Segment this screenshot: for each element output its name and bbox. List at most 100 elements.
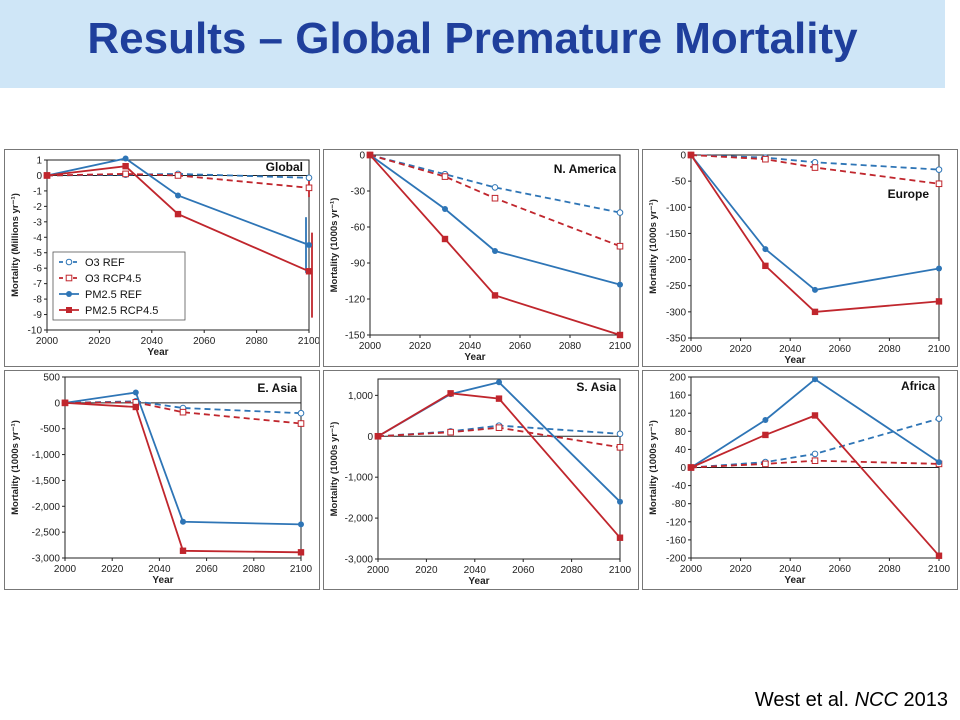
data-point-o3-ref — [491, 184, 499, 191]
chart-title: Europe — [888, 187, 930, 201]
chart-panel-global: 1 0 -1 -2 -3 -4 -5 -6 -7 -8 -9 -10 2000 2020 2040 2060 2… — [4, 149, 320, 367]
x-tick-label: 2080 — [878, 344, 901, 355]
data-point-pm2-5-rcp4-5 — [61, 399, 69, 407]
data-point-o3-rcp4-5 — [616, 444, 624, 451]
y-tick-label: 0 — [54, 398, 60, 409]
chart-panel-n-america: 0 -30 -60 -90 -120 -150 2000 2020 2040 2060 2080 21… — [323, 149, 639, 367]
chart-title: Global — [266, 160, 303, 174]
data-point-o3-rcp4-5 — [447, 428, 454, 436]
data-point-pm2-5-ref — [936, 459, 942, 466]
data-point-pm2-5-ref — [442, 206, 448, 212]
x-tick-label: 2000 — [36, 336, 59, 347]
legend-label: PM2.5 REF — [85, 289, 142, 301]
y-tick-label: -80 — [672, 499, 687, 510]
data-point-pm2-5-rcp4-5 — [616, 534, 624, 541]
y-tick-label: 0 — [36, 171, 42, 182]
title-bar — [0, 0, 945, 88]
x-tick-label: 2080 — [243, 564, 266, 575]
chart-title: Africa — [901, 379, 935, 393]
citation-author: West et al. — [754, 689, 850, 711]
data-point-pm2-5-rcp4-5 — [297, 549, 305, 556]
legend-marker — [65, 258, 73, 266]
x-tick-label: 2060 — [195, 564, 218, 575]
x-tick-label: 2000 — [680, 564, 703, 575]
y-tick-label: -500 — [40, 424, 60, 435]
series-line-pm2-5-rcp4-5 — [377, 392, 621, 539]
series-line-pm2-5-ref — [690, 378, 940, 469]
data-point-o3-rcp4-5 — [179, 408, 187, 416]
series-line-pm2-5-rcp4-5 — [690, 414, 940, 557]
y-tick-label: -10 — [28, 326, 43, 337]
data-point-pm2-5-rcp4-5 — [687, 151, 695, 159]
y-tick-label: -5 — [33, 248, 42, 259]
x-tick-label: 2080 — [245, 336, 268, 347]
plot-frame — [64, 376, 302, 559]
data-point-pm2-5-rcp4-5 — [441, 235, 449, 243]
x-tick-label: 2080 — [878, 564, 901, 575]
data-point-pm2-5-rcp4-5 — [811, 412, 819, 419]
data-point-pm2-5-ref — [492, 248, 498, 254]
citation-year: 2013 — [903, 689, 949, 711]
data-point-pm2-5-rcp4-5 — [43, 172, 51, 179]
x-tick-label: 2100 — [298, 336, 319, 347]
x-axis-label: Year — [152, 575, 173, 586]
data-point-o3-ref — [935, 415, 943, 422]
y-tick-label: -7 — [33, 279, 42, 290]
data-point-pm2-5-ref — [812, 286, 818, 293]
y-tick-label: -200 — [666, 554, 686, 565]
data-point-o3-rcp4-5 — [297, 420, 305, 427]
x-tick-label: 2080 — [560, 565, 583, 576]
y-tick-label: -120 — [666, 517, 686, 528]
y-tick-label: -30 — [351, 187, 366, 198]
x-tick-label: 2040 — [464, 565, 487, 576]
series-line-pm2-5-rcp4-5 — [369, 154, 621, 336]
y-tick-label: 1 — [36, 156, 42, 167]
data-point-pm2-5-ref — [298, 521, 304, 528]
y-tick-label: 200 — [669, 373, 686, 384]
data-point-o3-rcp4-5 — [935, 180, 943, 188]
y-tick-label: -3,000 — [32, 554, 61, 565]
x-tick-label: 2100 — [609, 341, 632, 352]
legend-box — [52, 251, 186, 321]
chart-panel-africa: 200 160 120 80 40 0 -40 -80 -120 -160 -200 2000 2020… — [642, 370, 958, 590]
y-tick-label: -1 — [33, 186, 42, 197]
y-axis-label: Mortality (1000s yr⁻¹) — [648, 420, 659, 515]
legend-label: PM2.5 RCP4.5 — [85, 305, 158, 317]
y-tick-label: -160 — [666, 535, 686, 546]
x-tick-label: 2060 — [509, 341, 532, 352]
series-line-pm2-5-ref — [369, 154, 621, 286]
x-tick-label: 2020 — [415, 565, 438, 576]
data-point-pm2-5-ref — [762, 416, 769, 423]
data-point-o3-rcp4-5 — [762, 155, 769, 163]
x-axis-label: Year — [147, 347, 168, 358]
x-tick-label: 2000 — [367, 565, 390, 576]
data-point-o3-ref — [616, 209, 624, 216]
y-tick-label: -2 — [33, 202, 42, 213]
series-line-o3-ref — [369, 154, 621, 214]
data-point-o3-rcp4-5 — [174, 172, 182, 179]
x-tick-label: 2100 — [290, 564, 313, 575]
data-point-o3-rcp4-5 — [811, 164, 819, 171]
chart-e-asia: 5000-500-1,000-1,500-2,000-2,500-3,00020… — [10, 373, 313, 587]
y-tick-label: -300 — [666, 307, 686, 318]
data-point-pm2-5-ref — [132, 389, 139, 396]
data-point-o3-rcp4-5 — [122, 170, 129, 178]
data-point-pm2-5-rcp4-5 — [374, 433, 382, 440]
y-tick-label: -250 — [666, 281, 686, 292]
chart-panel-europe: 0 -50 -100 -150 -200 -250 -300 -350 2000 2020 2040… — [642, 149, 958, 367]
x-tick-label: 2020 — [409, 341, 432, 352]
x-tick-label: 2020 — [729, 564, 752, 575]
data-point-pm2-5-ref — [122, 155, 129, 162]
x-tick-label: 2100 — [609, 565, 632, 576]
y-tick-label: -150 — [345, 331, 365, 342]
x-tick-label: 2000 — [359, 341, 382, 352]
x-tick-label: 2040 — [779, 564, 802, 575]
y-tick-label: -1,000 — [345, 473, 374, 484]
y-tick-label: -200 — [666, 255, 686, 266]
y-axis-label: Mortality (1000s yr⁻¹) — [10, 420, 21, 515]
y-axis-label: Mortality (1000s yr⁻¹) — [329, 198, 340, 293]
x-tick-label: 2060 — [829, 344, 852, 355]
data-point-pm2-5-ref — [812, 376, 818, 383]
